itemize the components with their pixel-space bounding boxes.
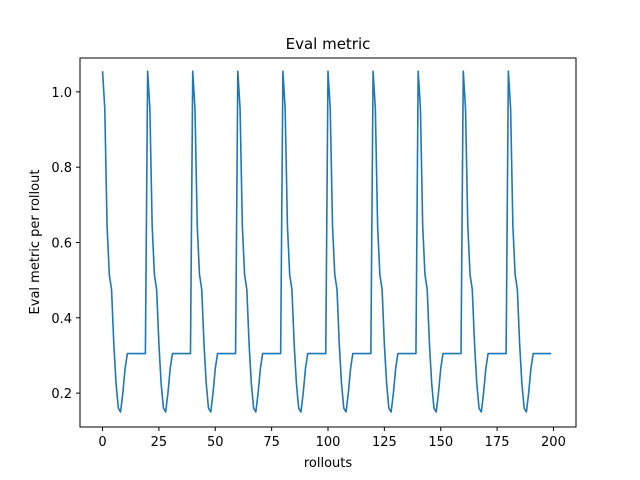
- x-tick-label: 50: [207, 435, 224, 450]
- y-axis: 0.2 0.4 0.6 0.8 1.0: [51, 86, 80, 402]
- y-tick-label: 0.6: [51, 237, 72, 252]
- y-tick-label: 0.8: [51, 161, 72, 176]
- series-line: [101, 70, 552, 413]
- x-axis-title: rollouts: [304, 456, 353, 471]
- x-tick-label: 175: [485, 435, 510, 450]
- y-tick-label: 1.0: [51, 86, 72, 101]
- x-tick-label: 150: [428, 435, 453, 450]
- x-tick-label: 0: [98, 435, 106, 450]
- x-axis: 0 25 50 75 100 125 150 175 200: [98, 427, 566, 450]
- x-tick-label: 75: [263, 435, 280, 450]
- x-tick-label: 125: [372, 435, 397, 450]
- chart-title: Eval metric: [286, 35, 371, 53]
- x-tick-label: 100: [316, 435, 341, 450]
- series-layer: [101, 70, 552, 413]
- plot-area: 0 25 50 75 100 125 150 175 200 0.2 0.4 0.6 0.8 1.0: [51, 57, 577, 450]
- y-tick-label: 0.2: [51, 387, 72, 402]
- x-tick-label: 25: [151, 435, 168, 450]
- y-tick-label: 0.4: [51, 312, 72, 327]
- x-tick-label: 200: [541, 435, 566, 450]
- y-axis-title: Eval metric per rollout: [28, 170, 43, 315]
